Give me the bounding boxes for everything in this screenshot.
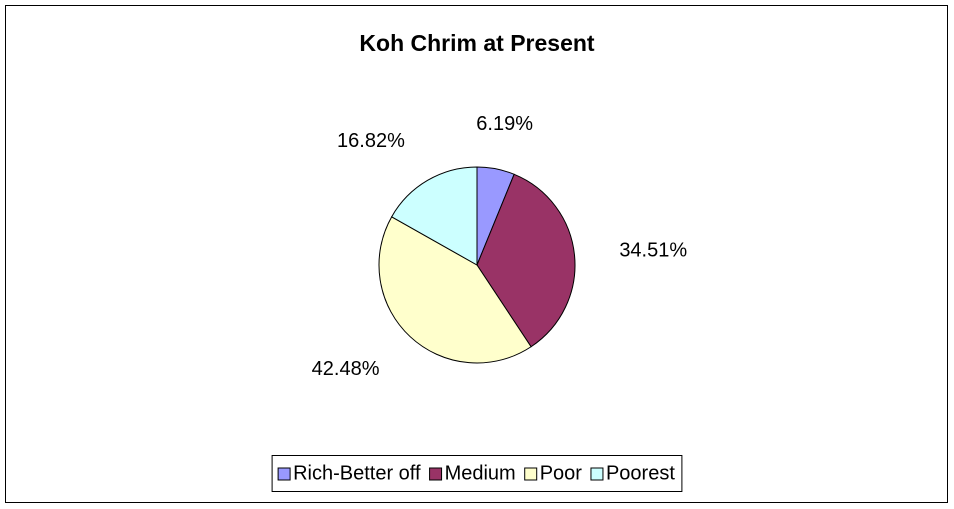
legend: Rich-Better off Medium Poor Poorest — [271, 455, 683, 492]
legend-swatch — [590, 467, 604, 481]
data-label: 6.19% — [476, 113, 533, 135]
legend-swatch — [524, 467, 538, 481]
legend-label: Poor — [540, 462, 583, 484]
legend-label: Medium — [445, 462, 516, 484]
data-label: 16.82% — [337, 130, 405, 152]
pie-slice — [476, 173, 576, 348]
data-label: 42.48% — [312, 358, 380, 380]
data-label: 34.51% — [619, 239, 687, 261]
legend-label: Rich-Better off — [293, 462, 421, 484]
pie-slice — [378, 216, 532, 364]
legend-swatch — [429, 467, 443, 481]
chart-title: Koh Chrim at Present — [359, 30, 594, 56]
pie-slice — [390, 166, 478, 266]
legend-box — [271, 455, 683, 492]
legend-label: Poorest — [606, 462, 675, 484]
legend-swatch — [277, 467, 291, 481]
